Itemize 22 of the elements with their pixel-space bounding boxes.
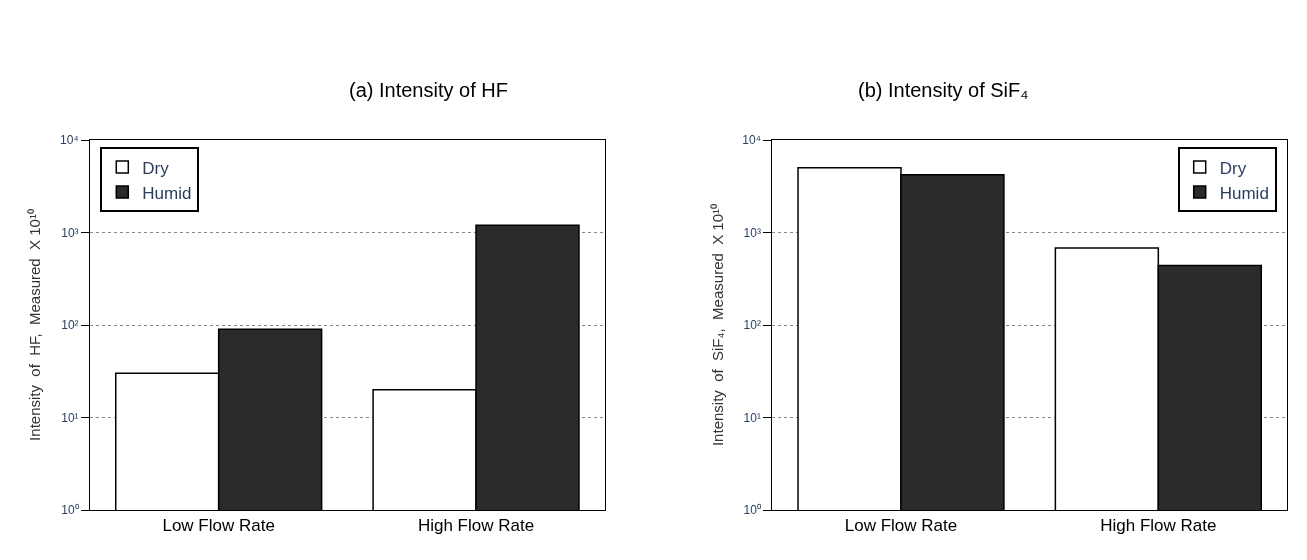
y-axis-title: Intensity of HF, Measured X 10¹⁰ (26, 209, 44, 441)
x-tick-label: High Flow Rate (1100, 516, 1217, 536)
legend-label: Dry (1219, 158, 1247, 178)
chart-title: (b) Intensity of SiF₄ (858, 79, 1029, 101)
y-tick-label: 10³ (61, 225, 79, 240)
legend-label: Humid (1219, 183, 1269, 203)
legend-label: Humid (142, 183, 192, 203)
x-tick-label: Low Flow Rate (162, 516, 275, 536)
x-tick-label: High Flow Rate (417, 516, 535, 536)
y-tick-label: 10⁰ (743, 503, 761, 518)
y-tick-label: 10³ (743, 225, 761, 240)
y-tick-label: 10⁴ (742, 133, 761, 148)
y-tick-label: 10¹ (743, 410, 761, 425)
y-axis-title: Intensity of SiF₄, Measured X 10¹⁰ (708, 203, 726, 447)
y-tick-label: 10⁴ (60, 133, 79, 148)
y-tick-label: 10² (743, 318, 761, 333)
y-tick-label: 10² (61, 318, 79, 333)
y-tick-label: 10¹ (61, 410, 79, 425)
chart-title: (a) Intensity of HF (349, 79, 508, 101)
x-tick-label: Low Flow Rate (844, 516, 958, 536)
y-tick-label: 10⁰ (61, 503, 79, 518)
legend-label: Dry (142, 158, 170, 178)
